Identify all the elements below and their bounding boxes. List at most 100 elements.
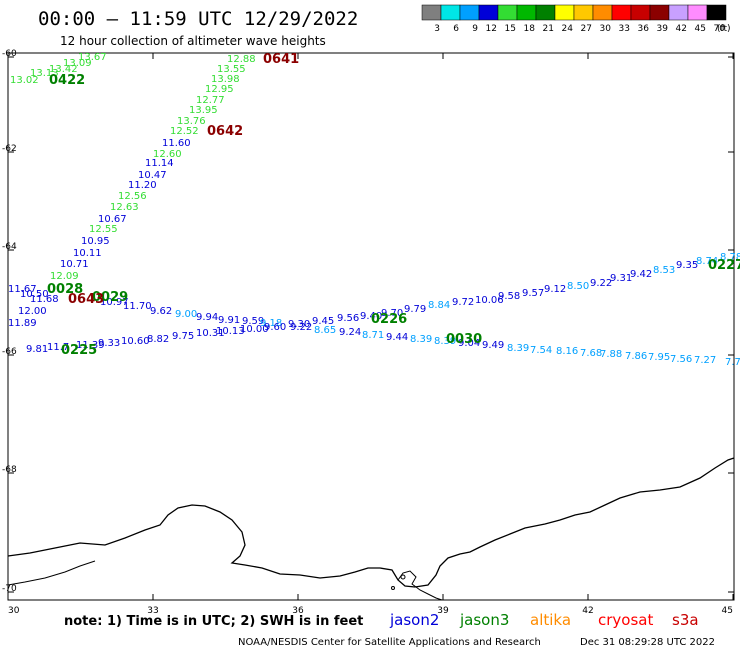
wave-label: 9.33: [98, 338, 120, 349]
wave-label: 9.24: [339, 327, 361, 338]
wave-label: 13.76: [177, 116, 206, 127]
scale-label: 3: [434, 24, 440, 34]
pass-time-label: 0030: [446, 332, 482, 347]
wave-label: 12.95: [205, 84, 234, 95]
scale-label: 42: [676, 24, 687, 34]
wave-label: 12.09: [50, 271, 79, 282]
scale-swatch: [687, 4, 708, 21]
scale-swatch: [573, 4, 594, 21]
wave-label: 10.00: [240, 324, 269, 335]
satellite-legend: jason2 jason3 altika cryosat s3a: [389, 611, 699, 629]
wave-label: 8.39: [434, 336, 456, 347]
wave-label: 9.44: [386, 332, 408, 343]
scale-swatch: [535, 4, 556, 21]
wave-label: 8.74: [696, 256, 718, 267]
wave-label: 13.13: [30, 68, 59, 79]
antarctic-coastline: [7, 457, 735, 588]
wave-label: 10.50: [20, 289, 49, 300]
wave-label: 11.20: [128, 180, 157, 191]
wave-label: 9.22: [290, 322, 312, 333]
lat-label: -60: [2, 49, 17, 59]
wave-label: 9.12: [544, 284, 566, 295]
lon-label: 45: [722, 606, 733, 616]
wave-label: 13.98: [211, 74, 240, 85]
wave-label: 11.68: [30, 294, 59, 305]
scale-label: 15: [505, 24, 516, 34]
wave-label: 12.63: [110, 202, 139, 213]
pass-time-label: 0225: [61, 343, 97, 358]
graticule: -60 -62 -64 -66 -68 -70 30 33 36 39 42 45: [2, 49, 734, 616]
wave-label: 9.59: [242, 316, 264, 327]
satellite-s3a: s3a: [672, 611, 699, 629]
wave-label: 9.56: [337, 313, 359, 324]
lat-label: -70: [2, 584, 17, 594]
wave-label: 11.60: [162, 138, 191, 149]
wave-label: 9.00: [175, 309, 197, 320]
scale-swatch: [516, 4, 537, 21]
scale-unit: (ft): [717, 24, 731, 34]
wave-label: 7.54: [530, 345, 552, 356]
wave-label: 8.78: [720, 252, 740, 263]
wave-label: 9.49: [482, 340, 504, 351]
pass-time-label: 0643: [68, 292, 104, 307]
wave-label: 12.88: [227, 54, 256, 65]
islet: [400, 574, 406, 580]
wave-label: 8.71: [362, 330, 384, 341]
scale-swatch: [649, 4, 670, 21]
wave-label: 11.7: [47, 342, 69, 353]
scale-label: 6: [453, 24, 459, 34]
lon-label: 39: [437, 606, 449, 616]
scale-swatch: [478, 4, 499, 21]
scale-swatch: [421, 4, 442, 21]
lat-label: -64: [2, 242, 17, 252]
wave-label: 10.97: [100, 297, 129, 308]
scale-label: 36: [638, 24, 650, 34]
wave-label: 8.82: [147, 334, 169, 345]
wave-label: 9.91: [218, 315, 240, 326]
wave-label: 8.84: [428, 300, 450, 311]
wave-label: 12.00: [18, 306, 47, 317]
satellite-cryosat: cryosat: [598, 611, 653, 629]
wave-label: 12.77: [196, 95, 225, 106]
scale-swatch: [440, 4, 461, 21]
wave-label: 8.53: [653, 265, 675, 276]
scale-label: 27: [581, 24, 592, 34]
wave-label: 9.75: [172, 331, 194, 342]
lon-label: 30: [8, 606, 20, 616]
wave-label: 10.95: [81, 236, 110, 247]
scale-swatch: [459, 4, 480, 21]
wave-label: 9.31: [610, 273, 632, 284]
wave-label: 9.45: [312, 316, 334, 327]
scale-swatch: [611, 4, 632, 21]
wave-label: 9.18: [260, 318, 282, 329]
lat-label: -62: [2, 144, 17, 154]
wave-label: 9.04: [458, 338, 480, 349]
scale-swatch: [630, 4, 651, 21]
scale-swatch: [592, 4, 613, 21]
wave-label: 10.47: [138, 170, 167, 181]
wave-label: 7.88: [600, 349, 622, 360]
wave-label: 7.68: [580, 348, 602, 359]
outer-coast-line: [7, 560, 96, 586]
wave-label: 7.95: [648, 352, 670, 363]
wave-label: 9.57: [522, 288, 544, 299]
scale-label: 21: [543, 24, 554, 34]
wave-label: 8.39: [507, 343, 529, 354]
pass-time-label: 0226: [371, 312, 407, 327]
wave-label: 11.67: [8, 284, 37, 295]
satellite-jason3: jason3: [459, 611, 509, 629]
lon-label: 36: [292, 606, 304, 616]
wave-label: 9.81: [26, 344, 48, 355]
wave-label: 10.13: [216, 326, 245, 337]
wave-label: 13.09: [63, 58, 92, 69]
wave-label: 10.67: [98, 214, 127, 225]
wave-label: 9.22: [590, 278, 612, 289]
satellite-altika: altika: [530, 611, 571, 629]
wave-label: 9.62: [150, 306, 172, 317]
wave-label: 7.27: [694, 355, 716, 366]
color-scale-legend: 3 6 9 12 15 18 21 24 27 30 33 36 39 42 45 70(ft): [421, 4, 731, 34]
wave-label: 9.94: [196, 312, 218, 323]
wave-label: 9.42: [630, 269, 652, 280]
